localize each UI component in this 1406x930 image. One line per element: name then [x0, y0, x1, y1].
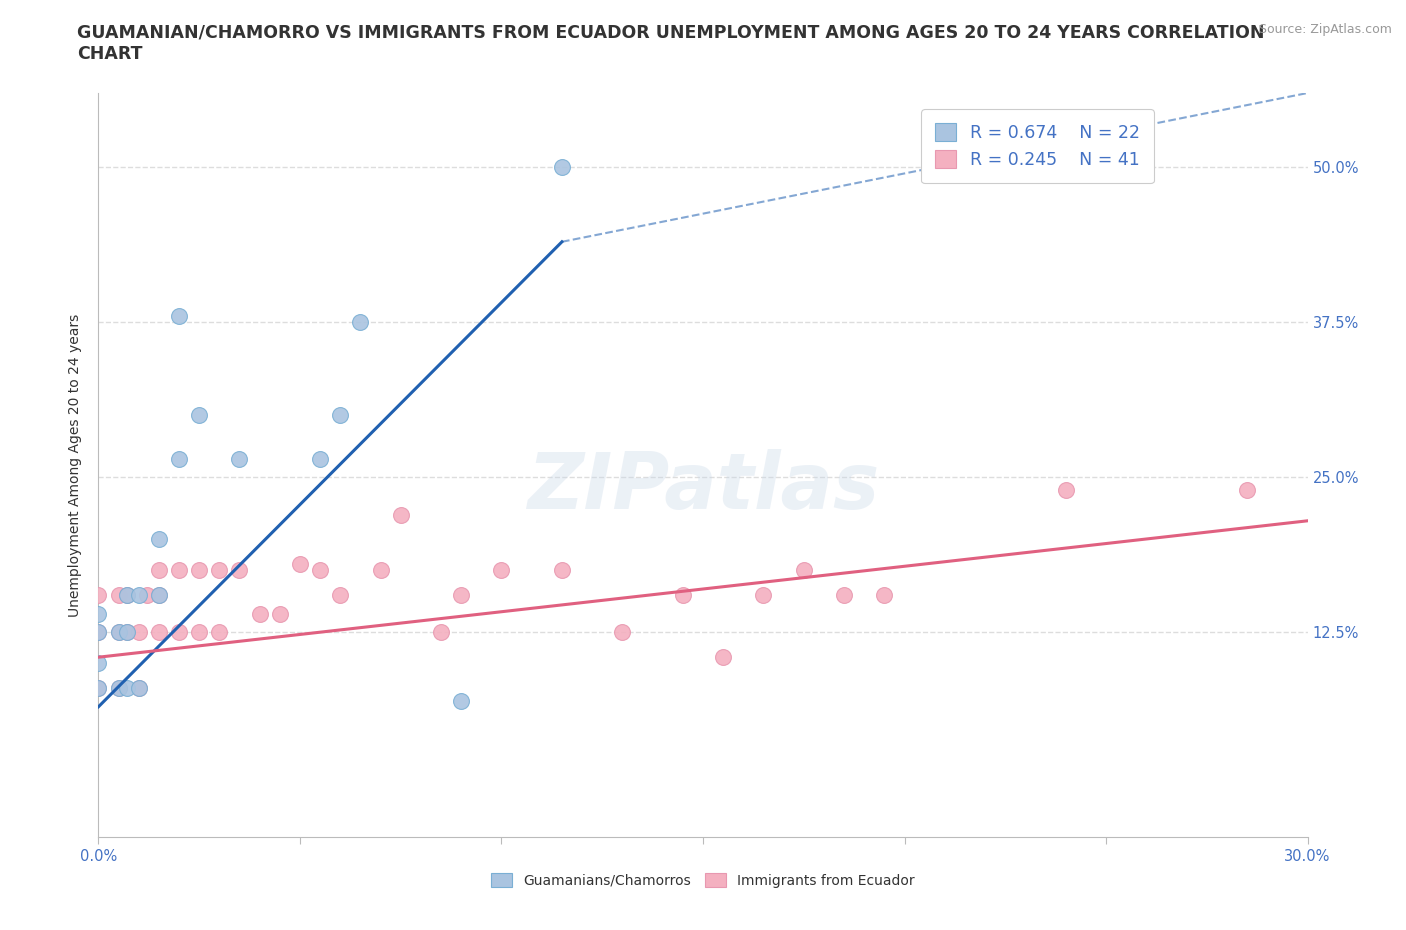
Point: [107, 625, 129, 640]
Point: [115, 625, 138, 640]
Point: [148, 532, 170, 547]
Point: [167, 563, 190, 578]
Point: [188, 625, 211, 640]
Point: [115, 681, 138, 696]
Point: [309, 563, 332, 578]
Point: [148, 563, 170, 578]
Point: [188, 563, 211, 578]
Point: [228, 451, 250, 466]
Point: [115, 625, 138, 640]
Point: [793, 563, 815, 578]
Point: [832, 588, 855, 603]
Point: [87, 681, 110, 696]
Point: [208, 563, 231, 578]
Point: [430, 625, 453, 640]
Point: [167, 625, 190, 640]
Point: [208, 625, 231, 640]
Point: [450, 588, 472, 603]
Point: [87, 625, 110, 640]
Point: [309, 451, 332, 466]
Y-axis label: Unemployment Among Ages 20 to 24 years: Unemployment Among Ages 20 to 24 years: [69, 313, 83, 617]
Point: [551, 160, 574, 175]
Point: [107, 625, 129, 640]
Text: GUAMANIAN/CHAMORRO VS IMMIGRANTS FROM ECUADOR UNEMPLOYMENT AMONG AGES 20 TO 24 Y: GUAMANIAN/CHAMORRO VS IMMIGRANTS FROM EC…: [77, 23, 1265, 41]
Point: [389, 507, 412, 522]
Point: [551, 563, 574, 578]
Point: [228, 563, 250, 578]
Point: [87, 606, 110, 621]
Point: [491, 563, 513, 578]
Point: [329, 408, 352, 423]
Point: [1236, 483, 1258, 498]
Point: [752, 588, 775, 603]
Text: CHART: CHART: [77, 45, 143, 62]
Point: [1054, 483, 1077, 498]
Text: Source: ZipAtlas.com: Source: ZipAtlas.com: [1258, 23, 1392, 36]
Point: [349, 315, 371, 330]
Text: ZIPatlas: ZIPatlas: [527, 449, 879, 525]
Point: [167, 451, 190, 466]
Point: [873, 588, 896, 603]
Point: [148, 588, 170, 603]
Legend: Guamanians/Chamorros, Immigrants from Ecuador: Guamanians/Chamorros, Immigrants from Ec…: [486, 868, 920, 894]
Point: [167, 309, 190, 324]
Point: [107, 681, 129, 696]
Point: [249, 606, 271, 621]
Point: [450, 693, 472, 708]
Point: [128, 681, 150, 696]
Point: [370, 563, 392, 578]
Point: [107, 588, 129, 603]
Point: [87, 588, 110, 603]
Point: [612, 625, 634, 640]
Point: [148, 625, 170, 640]
Point: [148, 588, 170, 603]
Point: [269, 606, 291, 621]
Point: [288, 557, 311, 572]
Point: [128, 625, 150, 640]
Point: [115, 588, 138, 603]
Point: [87, 681, 110, 696]
Point: [87, 625, 110, 640]
Point: [107, 681, 129, 696]
Point: [135, 588, 157, 603]
Point: [115, 588, 138, 603]
Point: [711, 650, 734, 665]
Point: [329, 588, 352, 603]
Point: [188, 408, 211, 423]
Point: [128, 681, 150, 696]
Point: [672, 588, 695, 603]
Point: [128, 588, 150, 603]
Point: [87, 656, 110, 671]
